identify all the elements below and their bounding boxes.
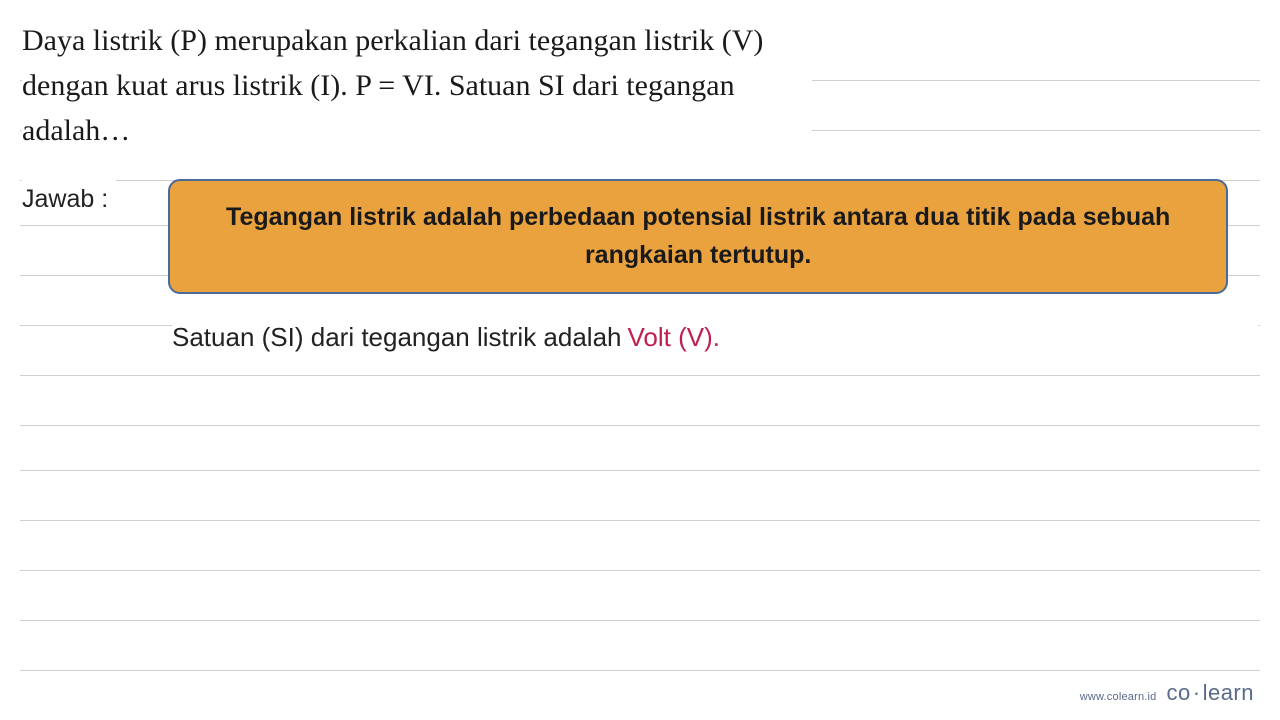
answer-statement-highlight: Volt (V). (628, 322, 720, 353)
footer: www.colearn.id co·learn (1080, 680, 1254, 706)
footer-url: www.colearn.id (1080, 691, 1157, 703)
question-text: Daya listrik (P) merupakan perkalian dar… (22, 18, 812, 159)
answer-label: Jawab : (22, 179, 116, 214)
answer-section: Jawab : Tegangan listrik adalah perbedaa… (22, 179, 1258, 294)
content-area: Daya listrik (P) merupakan perkalian dar… (0, 0, 1280, 371)
definition-text: Tegangan listrik adalah perbedaan potens… (206, 199, 1190, 274)
ruled-line (20, 425, 1260, 426)
brand-suffix: learn (1203, 680, 1254, 705)
definition-box: Tegangan listrik adalah perbedaan potens… (168, 179, 1228, 294)
page-root: Daya listrik (P) merupakan perkalian dar… (0, 0, 1280, 720)
footer-brand: co·learn (1167, 680, 1255, 706)
ruled-line (20, 570, 1260, 571)
ruled-line (20, 670, 1260, 671)
ruled-line (20, 620, 1260, 621)
ruled-line (20, 470, 1260, 471)
answer-statement-prefix: Satuan (SI) dari tegangan listrik adalah (172, 322, 622, 353)
brand-prefix: co (1167, 680, 1191, 705)
ruled-line (20, 375, 1260, 376)
brand-dot-icon: · (1193, 680, 1201, 705)
answer-statement: Satuan (SI) dari tegangan listrik adalah… (172, 322, 1258, 353)
ruled-line (20, 520, 1260, 521)
